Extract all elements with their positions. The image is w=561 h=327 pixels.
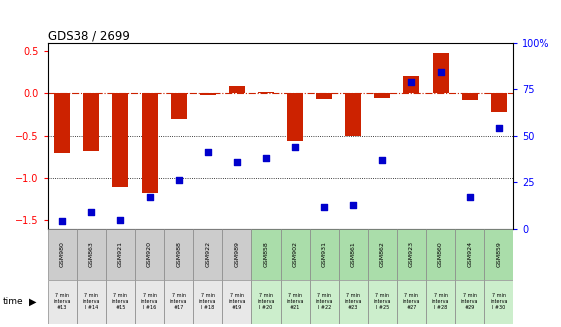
- Text: 7 min
interva
l #28: 7 min interva l #28: [432, 293, 449, 310]
- Text: ▶: ▶: [29, 297, 36, 307]
- Text: GDS38 / 2699: GDS38 / 2699: [48, 29, 130, 43]
- Bar: [345, 93, 361, 136]
- Text: 7 min
interva
l #14: 7 min interva l #14: [82, 293, 100, 310]
- Bar: [193, 229, 222, 280]
- Bar: [77, 229, 106, 280]
- Bar: [141, 93, 158, 193]
- Text: GSM862: GSM862: [380, 241, 385, 267]
- Bar: [200, 93, 216, 95]
- Text: time: time: [3, 297, 24, 306]
- Bar: [193, 280, 222, 324]
- Text: GSM980: GSM980: [59, 241, 65, 267]
- Bar: [164, 229, 193, 280]
- Text: GSM860: GSM860: [438, 241, 443, 267]
- Bar: [251, 229, 280, 280]
- Text: 7 min
interva
l #18: 7 min interva l #18: [199, 293, 217, 310]
- Bar: [426, 280, 455, 324]
- Text: 7 min
interva
#23: 7 min interva #23: [344, 293, 362, 310]
- Bar: [258, 92, 274, 93]
- Text: GSM921: GSM921: [118, 241, 123, 267]
- Bar: [484, 229, 513, 280]
- Bar: [433, 53, 449, 93]
- Point: [145, 195, 154, 200]
- Text: 7 min
interva
#29: 7 min interva #29: [461, 293, 479, 310]
- Point: [320, 204, 329, 209]
- Bar: [339, 229, 368, 280]
- Bar: [280, 229, 310, 280]
- Point: [494, 126, 503, 131]
- Point: [116, 217, 125, 222]
- Bar: [462, 93, 477, 100]
- Bar: [491, 93, 507, 112]
- Point: [203, 150, 212, 155]
- Bar: [222, 229, 251, 280]
- Bar: [484, 280, 513, 324]
- Text: GSM920: GSM920: [147, 241, 152, 267]
- Bar: [251, 280, 280, 324]
- Point: [261, 155, 270, 161]
- Text: 7 min
interva
l #20: 7 min interva l #20: [257, 293, 275, 310]
- Point: [291, 144, 300, 149]
- Point: [58, 219, 67, 224]
- Bar: [374, 93, 390, 98]
- Point: [174, 178, 183, 183]
- Bar: [397, 229, 426, 280]
- Bar: [222, 280, 251, 324]
- Bar: [164, 280, 193, 324]
- Bar: [106, 280, 135, 324]
- Text: GSM988: GSM988: [176, 241, 181, 267]
- Bar: [455, 280, 484, 324]
- Text: 7 min
interva
#17: 7 min interva #17: [170, 293, 187, 310]
- Bar: [54, 93, 70, 153]
- Bar: [77, 280, 106, 324]
- Text: GSM863: GSM863: [89, 241, 94, 267]
- Bar: [48, 229, 77, 280]
- Bar: [229, 86, 245, 93]
- Text: 7 min
interva
#19: 7 min interva #19: [228, 293, 246, 310]
- Text: 7 min
interva
#27: 7 min interva #27: [403, 293, 420, 310]
- Bar: [426, 229, 455, 280]
- Bar: [403, 77, 420, 93]
- Text: 7 min
interva
#15: 7 min interva #15: [112, 293, 129, 310]
- Text: 7 min
interva
l #16: 7 min interva l #16: [141, 293, 158, 310]
- Bar: [135, 229, 164, 280]
- Bar: [171, 93, 187, 119]
- Bar: [310, 229, 339, 280]
- Bar: [48, 280, 77, 324]
- Bar: [106, 229, 135, 280]
- Text: GSM902: GSM902: [292, 241, 297, 267]
- Bar: [455, 229, 484, 280]
- Point: [87, 210, 96, 215]
- Bar: [316, 93, 332, 99]
- Text: GSM858: GSM858: [264, 241, 269, 267]
- Text: GSM861: GSM861: [351, 241, 356, 267]
- Text: 7 min
interva
l #25: 7 min interva l #25: [374, 293, 391, 310]
- Text: GSM859: GSM859: [496, 241, 502, 267]
- Bar: [310, 280, 339, 324]
- Bar: [135, 280, 164, 324]
- Point: [378, 157, 387, 163]
- Text: 7 min
interva
l #30: 7 min interva l #30: [490, 293, 508, 310]
- Bar: [397, 280, 426, 324]
- Bar: [280, 280, 310, 324]
- Text: GSM924: GSM924: [467, 241, 472, 267]
- Text: GSM989: GSM989: [234, 241, 240, 267]
- Bar: [287, 93, 303, 141]
- Text: GSM931: GSM931: [321, 241, 327, 267]
- Point: [407, 79, 416, 84]
- Point: [436, 70, 445, 75]
- Bar: [112, 93, 128, 186]
- Bar: [84, 93, 99, 151]
- Text: 7 min
interva
l #22: 7 min interva l #22: [315, 293, 333, 310]
- Text: 7 min
interva
#21: 7 min interva #21: [286, 293, 304, 310]
- Text: GSM923: GSM923: [409, 241, 414, 267]
- Point: [349, 202, 358, 207]
- Bar: [339, 280, 368, 324]
- Bar: [368, 280, 397, 324]
- Point: [465, 195, 474, 200]
- Bar: [368, 229, 397, 280]
- Text: GSM922: GSM922: [205, 241, 210, 267]
- Text: 7 min
interva
#13: 7 min interva #13: [53, 293, 71, 310]
- Point: [232, 159, 241, 164]
